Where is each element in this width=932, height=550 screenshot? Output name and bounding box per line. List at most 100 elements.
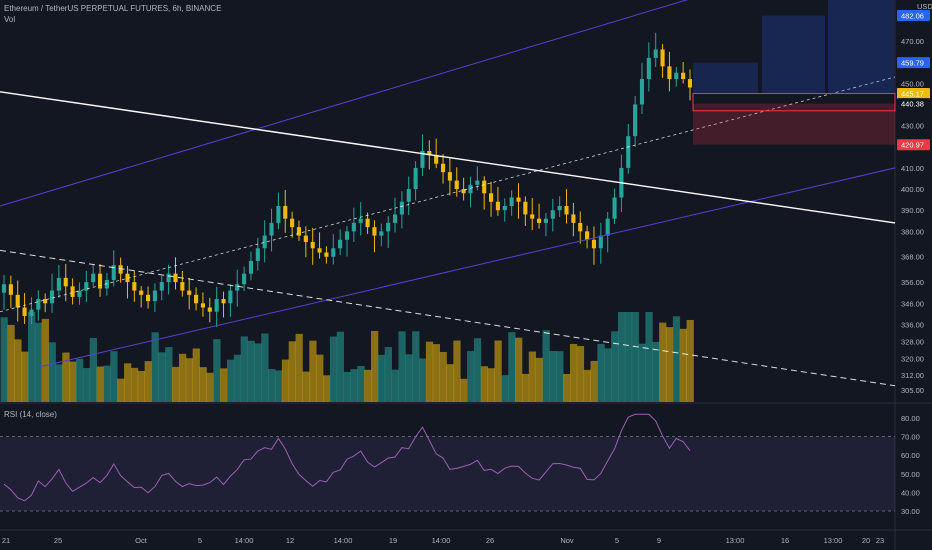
descending-trendline — [0, 91, 896, 224]
candle-body — [152, 290, 157, 302]
candle-body — [646, 57, 651, 80]
candle-body — [633, 104, 638, 137]
volume-bar — [672, 316, 681, 402]
price-tag: 482.06 — [897, 9, 930, 21]
volume-bar — [240, 336, 248, 402]
volume-bar — [151, 332, 159, 402]
price-tick-label: 390.00 — [901, 206, 924, 215]
volume-bar — [350, 369, 358, 402]
candle-body — [454, 180, 459, 190]
price-tick-label: 368.00 — [901, 253, 924, 262]
candle-body — [365, 218, 370, 228]
candle-body — [310, 241, 315, 249]
candle-body — [283, 205, 288, 219]
time-tick-label: Nov — [560, 536, 574, 545]
price-tick-label: 470.00 — [901, 37, 924, 46]
candle-body — [372, 227, 377, 236]
volume-bar — [631, 312, 639, 402]
price-tag-label: 445.17 — [901, 90, 924, 99]
candle-body — [413, 167, 418, 190]
price-tag: 445.17 — [897, 88, 930, 100]
price-tag: 459.79 — [897, 57, 930, 69]
price-tag-bg — [897, 9, 930, 21]
volume-bar — [165, 347, 173, 402]
volume-bar — [521, 373, 530, 402]
candle-body — [296, 227, 302, 236]
volume-bar — [89, 338, 98, 402]
volume-bar — [82, 368, 91, 402]
candle-body — [550, 210, 555, 219]
channel-midline — [0, 76, 896, 313]
price-tick-label: 356.00 — [901, 278, 924, 287]
candle-body — [440, 163, 446, 173]
volume-bar — [528, 351, 537, 402]
volume-bar — [377, 354, 386, 402]
price-tag-bg — [897, 98, 930, 110]
candle-body — [358, 218, 363, 223]
volume-bar — [439, 351, 447, 402]
volume-bar — [371, 330, 379, 402]
volume-bar — [172, 366, 180, 402]
price-tag-label: 440.38 — [901, 100, 924, 109]
volume-bar — [652, 341, 660, 402]
volume-bar — [501, 375, 509, 402]
volume-bar — [357, 365, 365, 402]
volume-bar — [617, 312, 626, 402]
price-tag-label: 420.97 — [901, 141, 924, 150]
volume-bar — [0, 317, 8, 402]
volume-bar — [302, 371, 310, 402]
candle-body — [543, 218, 548, 223]
volume-bar — [48, 342, 56, 402]
price-currency-label: USDT — [917, 2, 932, 11]
volume-bar — [254, 343, 262, 402]
candle-body — [564, 205, 569, 215]
candle-body — [8, 284, 13, 295]
price-tag: 440.38 — [897, 98, 930, 110]
volume-bar — [611, 331, 619, 402]
candle-body — [22, 307, 27, 316]
time-tick-label: 5 — [615, 536, 619, 545]
volume-bar — [576, 346, 585, 402]
volume-bar — [206, 372, 214, 402]
volume-bar — [192, 348, 200, 402]
volume-bar — [679, 328, 687, 402]
volume-bar — [268, 369, 276, 402]
candle-body — [207, 307, 212, 312]
price-tag: 420.97 — [897, 139, 930, 151]
candle-body — [530, 214, 535, 219]
volume-bar — [364, 369, 372, 402]
volume-bar — [604, 348, 612, 402]
volume-bar — [473, 338, 482, 402]
rsi-label: RSI (14, close) — [4, 410, 57, 419]
volume-bar — [556, 351, 564, 402]
price-tick-label: 450.00 — [901, 79, 924, 88]
volume-bar — [288, 341, 296, 402]
rsi-line — [3, 413, 691, 502]
candle-body — [132, 282, 137, 291]
candle-body — [187, 290, 192, 295]
time-tick-label: 13:00 — [824, 536, 843, 545]
volume-bar — [569, 343, 578, 402]
candle-body — [43, 299, 48, 304]
candle-body — [406, 189, 411, 202]
candle-body — [166, 273, 171, 283]
candle-body — [537, 218, 542, 223]
rsi-tick-label: 60.00 — [901, 451, 920, 460]
time-tick-label: 14:00 — [432, 536, 451, 545]
time-tick-label: 21 — [2, 536, 10, 545]
candle-body — [104, 280, 109, 289]
volume-bar — [69, 361, 77, 402]
candle-body — [180, 282, 185, 291]
price-tag-label: 459.79 — [901, 59, 924, 68]
candle-body — [598, 235, 603, 249]
candle-body — [111, 265, 116, 281]
candle-body — [653, 49, 658, 58]
volume-bar — [597, 344, 605, 402]
volume-bar — [110, 351, 118, 402]
volume-bar — [76, 358, 84, 402]
volume-bar — [583, 369, 591, 402]
candle-body — [159, 282, 164, 291]
candle-body — [516, 197, 521, 202]
entry-box — [692, 93, 896, 112]
